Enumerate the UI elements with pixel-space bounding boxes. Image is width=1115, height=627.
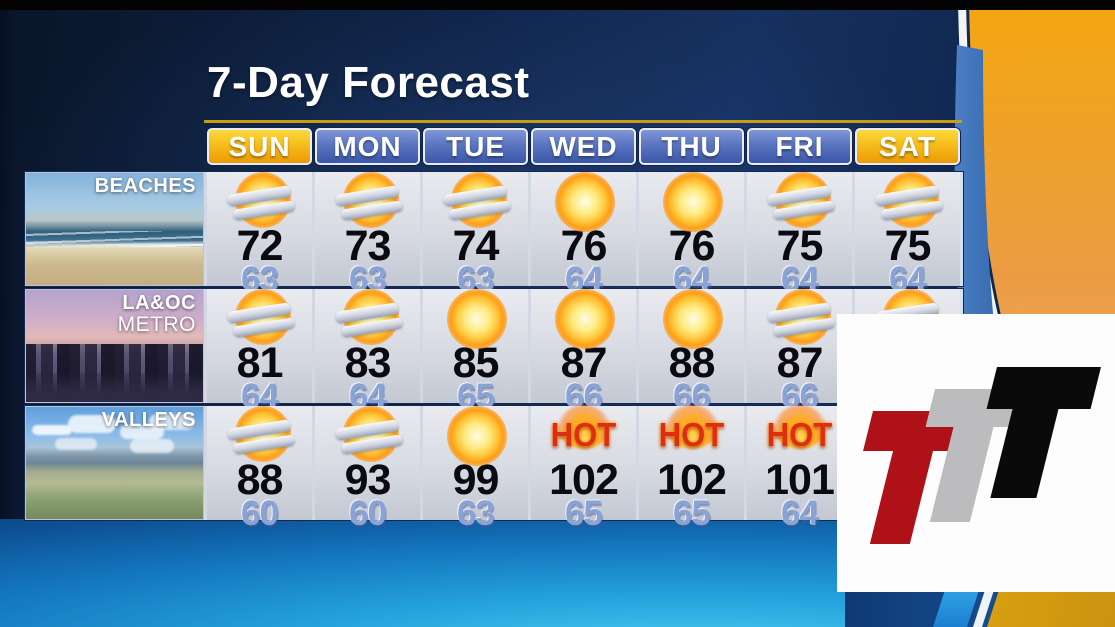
left-edge-shade — [0, 0, 16, 627]
partly-cloudy-icon — [331, 289, 405, 349]
day-header-sun: SUN — [207, 128, 312, 165]
low-temp: 60 — [349, 494, 387, 533]
forecast-cell-valleys-mon: 93 60 — [315, 406, 420, 531]
region-row-valleys: VALLEYS 88 60 93 60 99 63 HOT 102 65 HOT 102 65 HOT 10… — [24, 405, 964, 531]
sunny-icon — [439, 406, 513, 466]
forecast-cell-valleys-sun: 88 60 — [207, 406, 312, 531]
sunny-icon — [547, 172, 621, 232]
high-temp: 101 — [765, 456, 835, 504]
hot-label: HOT — [550, 415, 617, 454]
high-temp: 83 — [344, 339, 392, 387]
forecast-rows: BEACHES 72 63 73 63 74 63 76 64 76 64 75 64 75 64 LA&OC… — [24, 171, 964, 531]
forecast-cell-metro-sun: 81 64 — [207, 289, 312, 414]
station-logo — [837, 314, 1115, 592]
forecast-cell-beaches-tue: 74 63 — [423, 172, 528, 297]
high-temp: 93 — [344, 456, 392, 504]
page-title: 7-Day Forecast — [207, 58, 530, 107]
station-logo-ttt-icon — [863, 367, 1101, 544]
sunny-icon — [655, 289, 729, 349]
forecast-cell-beaches-mon: 73 63 — [315, 172, 420, 297]
partly-cloudy-icon — [331, 406, 405, 466]
region-label-metro: LA&OC METRO — [117, 292, 196, 336]
forecast-cell-valleys-thu: HOT 102 65 — [639, 405, 744, 531]
partly-cloudy-icon — [763, 172, 837, 232]
letterbox-top — [0, 0, 1115, 10]
day-header-tue: TUE — [423, 128, 528, 165]
low-temp: 63 — [457, 494, 495, 533]
low-temp: 60 — [241, 494, 279, 533]
partly-cloudy-icon — [331, 172, 405, 232]
partly-cloudy-icon — [223, 172, 297, 232]
day-header-mon: MON — [315, 128, 420, 165]
partly-cloudy-icon — [223, 289, 297, 349]
day-header-fri: FRI — [747, 128, 852, 165]
day-header-row: SUN MON TUE WED THU FRI SAT — [207, 128, 963, 165]
forecast-cell-metro-thu: 88 66 — [639, 289, 744, 414]
high-temp: 73 — [344, 222, 392, 270]
forecast-cell-beaches-wed: 76 64 — [531, 172, 636, 297]
region-label-beaches: BEACHES — [94, 175, 196, 197]
forecast-cell-valleys-wed: HOT 102 65 — [531, 405, 636, 531]
header-divider-line — [204, 120, 962, 123]
high-temp: 87 — [776, 339, 824, 387]
high-temp: 72 — [236, 222, 284, 270]
partly-cloudy-icon — [871, 172, 945, 232]
hot-label: HOT — [766, 415, 833, 454]
high-temp: 102 — [549, 456, 619, 504]
partly-cloudy-icon — [439, 172, 513, 232]
high-temp: 102 — [657, 456, 727, 504]
partly-cloudy-icon — [763, 289, 837, 349]
region-photo-metro: LA&OC METRO — [25, 289, 204, 403]
sunny-icon — [655, 172, 729, 232]
forecast-cell-valleys-tue: 99 63 — [423, 406, 528, 531]
sunny-icon — [439, 289, 513, 349]
hot-icon: HOT — [655, 405, 729, 466]
forecast-cell-metro-wed: 87 66 — [531, 289, 636, 414]
high-temp: 75 — [776, 222, 824, 270]
forecast-cell-beaches-sun: 72 63 — [207, 172, 312, 297]
hot-label: HOT — [658, 415, 725, 454]
forecast-cell-valleys-fri: HOT 101 64 — [747, 405, 852, 531]
high-temp: 74 — [452, 222, 500, 270]
high-temp: 81 — [236, 339, 284, 387]
day-header-wed: WED — [531, 128, 636, 165]
hot-icon: HOT — [763, 405, 837, 466]
stripe-gold — [987, 592, 1115, 627]
forecast-cell-beaches-sat: 75 64 — [855, 172, 960, 297]
forecast-cell-metro-mon: 83 64 — [315, 289, 420, 414]
day-header-sat: SAT — [855, 128, 960, 165]
partly-cloudy-icon — [223, 406, 297, 466]
sunny-icon — [547, 289, 621, 349]
high-temp: 75 — [884, 222, 932, 270]
region-row-metro: LA&OC METRO 81 64 83 64 85 65 87 66 88 66 87 66 — [24, 288, 964, 414]
lower-third-stripes — [845, 592, 1115, 627]
region-photo-valleys: VALLEYS — [25, 406, 204, 520]
low-temp: 65 — [565, 494, 603, 533]
forecast-cell-metro-tue: 85 65 — [423, 289, 528, 414]
day-header-thu: THU — [639, 128, 744, 165]
high-temp: 88 — [236, 456, 284, 504]
region-row-beaches: BEACHES 72 63 73 63 74 63 76 64 76 64 75 64 75 64 — [24, 171, 964, 297]
forecast-cell-beaches-fri: 75 64 — [747, 172, 852, 297]
forecast-cell-beaches-thu: 76 64 — [639, 172, 744, 297]
hot-icon: HOT — [547, 405, 621, 466]
region-label-valleys: VALLEYS — [101, 409, 196, 431]
forecast-table: SUN MON TUE WED THU FRI SAT BEACHES 72 63 73 63 74 6… — [24, 128, 964, 531]
low-temp: 64 — [781, 494, 819, 533]
region-photo-beaches: BEACHES — [25, 172, 204, 286]
stripe-light-blue — [933, 592, 979, 627]
forecast-cell-metro-fri: 87 66 — [747, 289, 852, 414]
low-temp: 65 — [673, 494, 711, 533]
